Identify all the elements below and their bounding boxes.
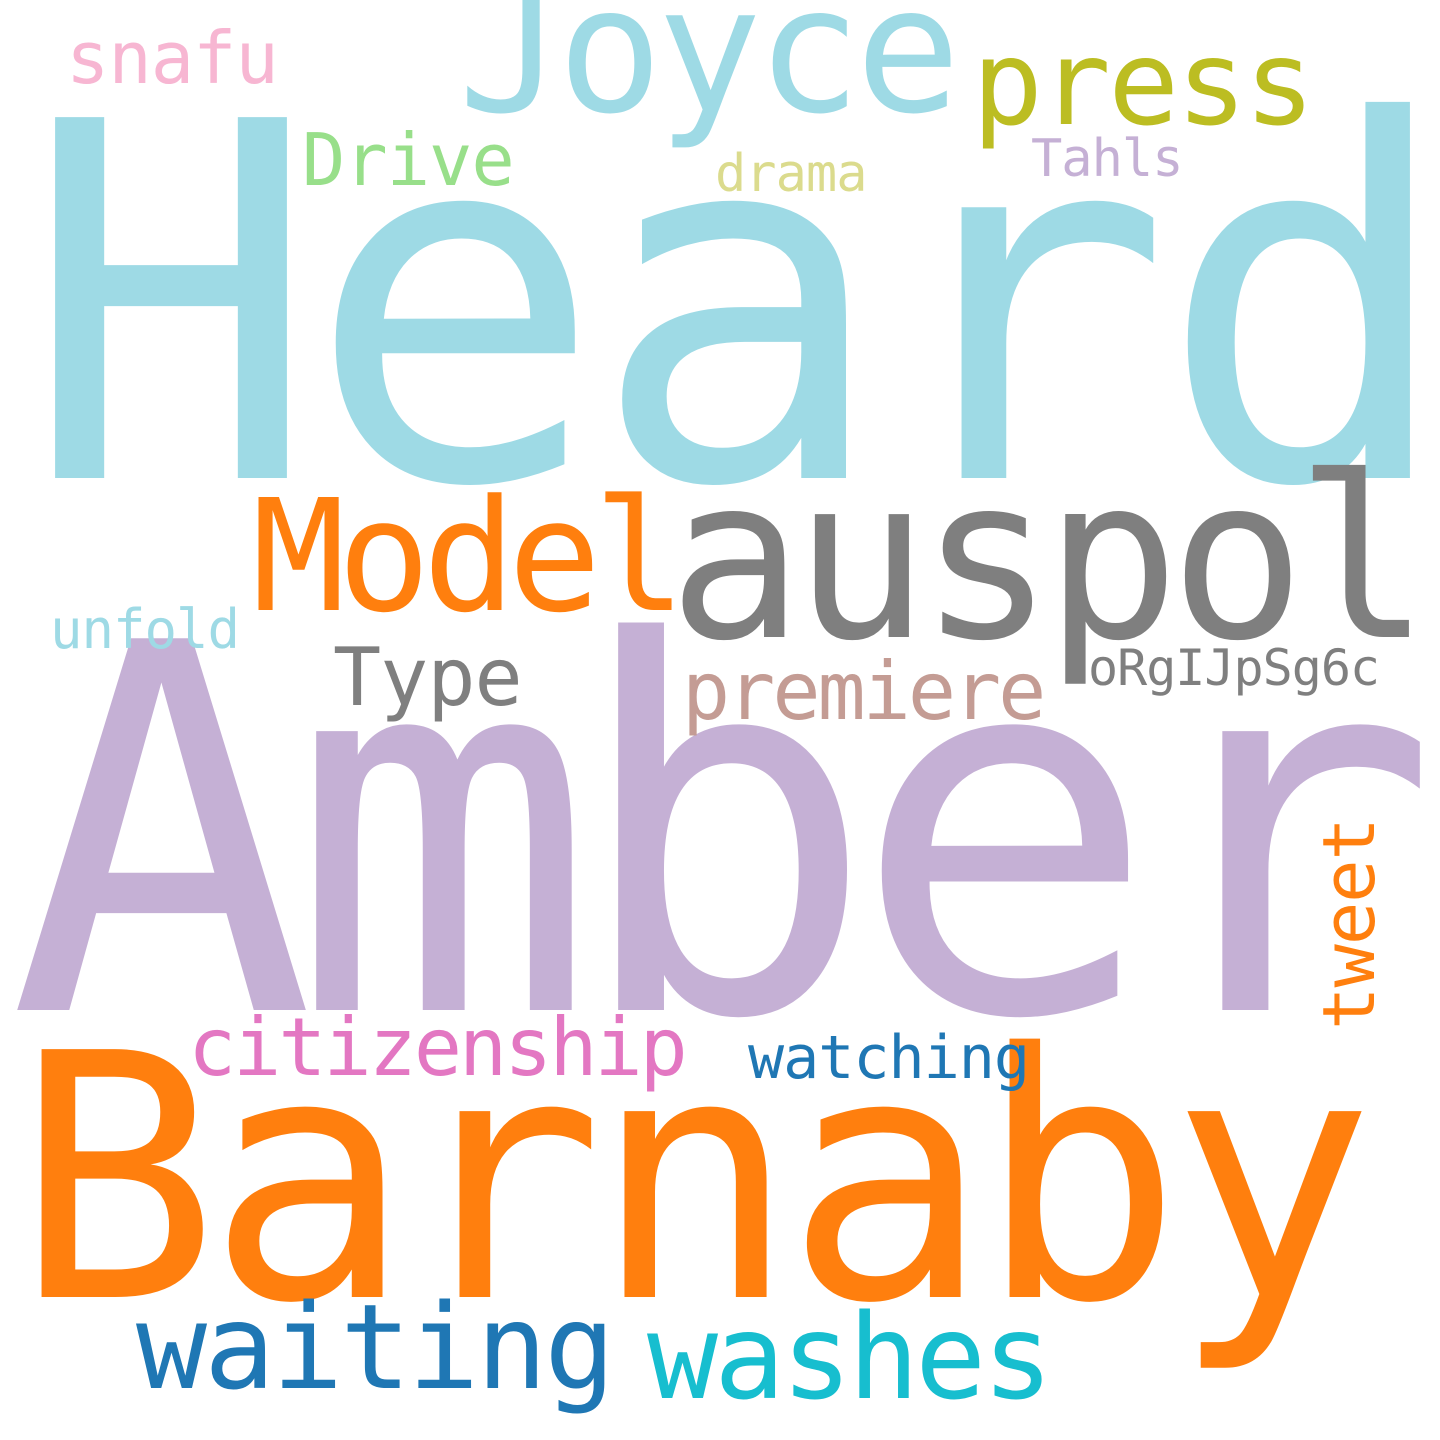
word-orgijpsg6c: oRgIJpSg6c <box>1088 639 1380 697</box>
word-waiting: waiting <box>136 1278 615 1416</box>
word-joyce: Joyce <box>458 0 961 153</box>
word-premiere: premiere <box>682 645 1046 738</box>
word-unfold: unfold <box>50 598 240 661</box>
word-drama: drama <box>715 144 868 204</box>
word-amber: Amber <box>8 538 1439 1131</box>
word-heard: Heard <box>22 19 1440 595</box>
word-watching: watching <box>748 1023 1030 1093</box>
word-snafu: snafu <box>66 16 279 100</box>
word-type: Type <box>333 631 523 724</box>
word-drive: Drive <box>302 118 515 202</box>
word-model: Model <box>252 466 687 647</box>
word-citizenship: citizenship <box>188 1001 688 1094</box>
word-tahls: Tahls <box>1031 129 1184 189</box>
word-washes: washes <box>647 1288 1053 1426</box>
word-auspol: auspol <box>668 429 1431 691</box>
word-press: press <box>972 14 1315 152</box>
word-barnaby: Barnaby <box>14 982 1375 1378</box>
word-tweet: tweet <box>1306 818 1391 1030</box>
